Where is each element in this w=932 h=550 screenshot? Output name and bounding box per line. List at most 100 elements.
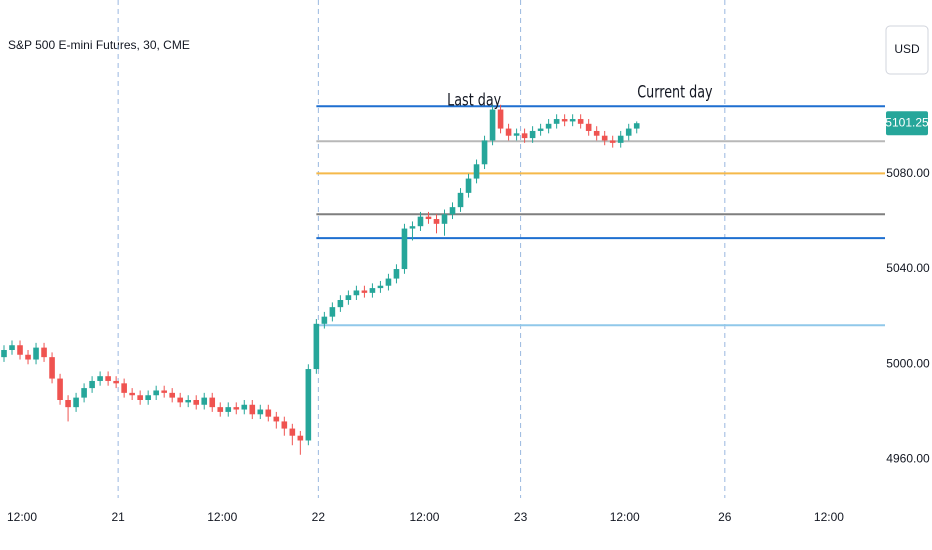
x-tick-label: 23 xyxy=(514,510,528,524)
candle-body xyxy=(497,109,504,129)
candle-body xyxy=(297,435,304,441)
candle-body xyxy=(209,397,216,408)
candle-body xyxy=(513,133,520,136)
x-tick-label: 12:00 xyxy=(610,510,640,524)
candle-body xyxy=(449,207,456,215)
candle-body xyxy=(585,123,592,131)
candle-body xyxy=(41,347,47,358)
y-tick-label: 5040.00 xyxy=(886,261,930,275)
candle-body xyxy=(129,392,135,396)
candle-body xyxy=(25,354,31,360)
candle-body xyxy=(201,397,208,405)
candle-body xyxy=(393,269,400,279)
candle-body xyxy=(241,404,248,410)
candle-body xyxy=(369,288,376,293)
chart-title: S&P 500 E-mini Futures, 30, CME xyxy=(8,38,190,52)
candle-body xyxy=(161,390,167,393)
candle-body xyxy=(225,407,232,412)
candle-body xyxy=(569,119,576,122)
candle-body xyxy=(521,133,528,139)
x-tick-label: 22 xyxy=(312,510,326,524)
candle-body xyxy=(113,380,119,384)
candle-body xyxy=(337,300,344,308)
candle-body xyxy=(217,407,224,412)
candle-body xyxy=(313,323,320,370)
candle-body xyxy=(73,397,79,408)
candle-body xyxy=(273,416,280,422)
candle-body xyxy=(145,395,151,400)
x-tick-label: 12:00 xyxy=(814,510,844,524)
candle-body xyxy=(633,123,640,129)
candle-body xyxy=(385,278,392,286)
candle-body xyxy=(193,400,200,405)
candle-body xyxy=(17,345,23,355)
candle-body xyxy=(265,409,272,417)
candle-body xyxy=(473,164,480,179)
candle-body xyxy=(249,404,256,415)
candle-body xyxy=(489,109,496,141)
currency-box[interactable] xyxy=(885,25,929,75)
candle-body xyxy=(593,130,600,136)
candle-body xyxy=(281,421,288,429)
candle-body xyxy=(329,307,336,317)
candle-body xyxy=(305,369,312,441)
candle-body xyxy=(65,400,71,408)
candle-body xyxy=(57,378,63,400)
candle-body xyxy=(81,388,87,398)
candle-body xyxy=(321,316,328,324)
candle-body xyxy=(625,128,632,136)
candle-body xyxy=(105,376,111,381)
x-tick-label: 12:00 xyxy=(409,510,439,524)
candle-body xyxy=(505,128,512,136)
candle-body xyxy=(89,380,95,389)
candle-body xyxy=(425,216,432,220)
candle-body xyxy=(97,376,103,381)
candle-body xyxy=(609,140,616,143)
candle-body xyxy=(137,395,143,400)
x-tick-label: 12:00 xyxy=(207,510,237,524)
x-tick-label: 21 xyxy=(111,510,125,524)
candle-body xyxy=(33,347,39,360)
candle-body xyxy=(553,119,560,124)
candle-body xyxy=(185,400,192,403)
candle-body xyxy=(537,128,544,131)
candle-body xyxy=(233,407,240,410)
candle-body xyxy=(289,428,296,436)
candle-body xyxy=(169,392,175,398)
candle-body xyxy=(353,290,360,296)
y-tick-label: 4960.00 xyxy=(886,452,930,466)
candle-body xyxy=(49,357,55,379)
y-tick-label: 5000.00 xyxy=(886,356,930,370)
candle-body xyxy=(457,192,464,208)
candle-body xyxy=(345,295,352,300)
x-tick-label: 12:00 xyxy=(7,510,37,524)
candle-body xyxy=(465,178,472,193)
candle-body xyxy=(433,219,440,224)
candle-body xyxy=(9,345,15,350)
candle-body xyxy=(121,383,127,393)
currency[interactable]: USD xyxy=(894,42,920,56)
candle-body xyxy=(417,216,424,227)
candle-body xyxy=(257,409,264,415)
annotation: Last day xyxy=(447,90,501,110)
annotation: Current day xyxy=(637,82,712,102)
candle-body xyxy=(481,140,488,165)
candle-body xyxy=(361,290,368,293)
candle-body xyxy=(401,228,408,270)
candle-body xyxy=(377,285,384,289)
candle-body xyxy=(153,390,159,396)
x-tick-label: 26 xyxy=(718,510,732,524)
candle-body xyxy=(409,226,416,229)
price-label-box xyxy=(886,111,928,136)
candle-body xyxy=(529,130,536,139)
price-label: 5101.25 xyxy=(885,115,929,129)
candle-body xyxy=(545,123,552,129)
candle-body xyxy=(1,350,7,358)
candle-body xyxy=(601,135,608,141)
y-tick-label: 5080.00 xyxy=(886,166,930,180)
candle-body xyxy=(177,397,184,403)
candle-body xyxy=(617,135,624,143)
candle-body xyxy=(577,119,584,124)
candle-body xyxy=(441,214,448,224)
